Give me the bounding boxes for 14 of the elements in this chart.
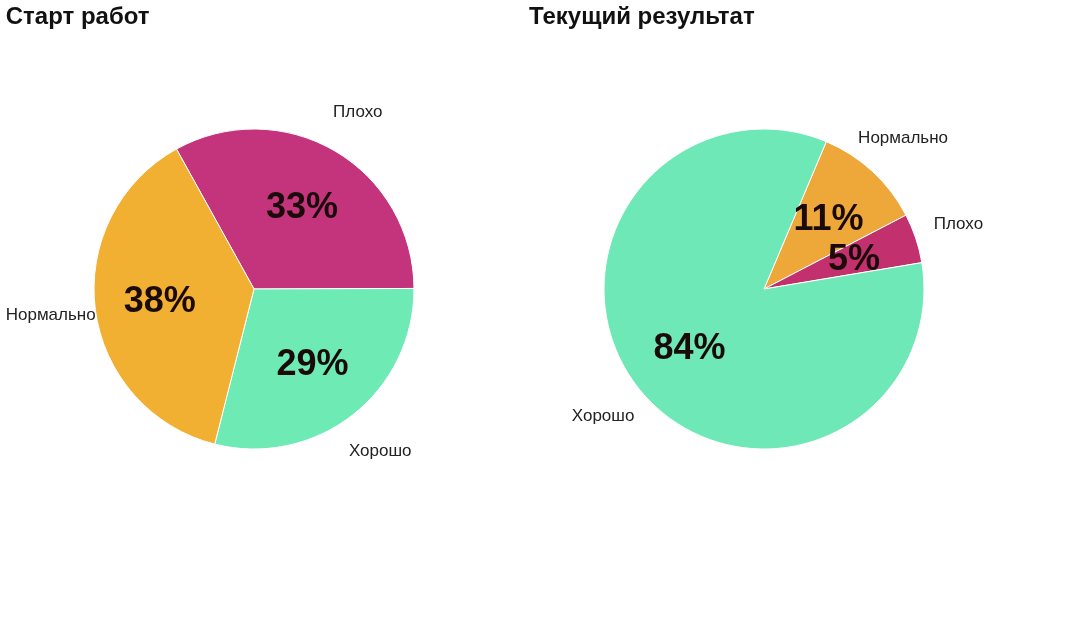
data-label: 38% <box>123 279 196 321</box>
slice-label: Нормально <box>5 305 96 325</box>
slice-label: Хорошо <box>571 406 635 425</box>
data-label: 5% <box>828 236 881 278</box>
chart-title: Старт работ <box>5 2 150 29</box>
slice-label: Плохо <box>933 214 984 234</box>
slice-label: Хорошо <box>348 440 412 460</box>
data-label: 84% <box>653 325 726 367</box>
slice-label: Плохо <box>333 102 383 122</box>
data-label: 11% <box>793 197 864 239</box>
data-label: 29% <box>276 341 349 383</box>
chart-title: Текущий результат <box>529 2 755 29</box>
slice-label: Нормально <box>858 128 949 148</box>
data-label: 33% <box>266 185 339 227</box>
